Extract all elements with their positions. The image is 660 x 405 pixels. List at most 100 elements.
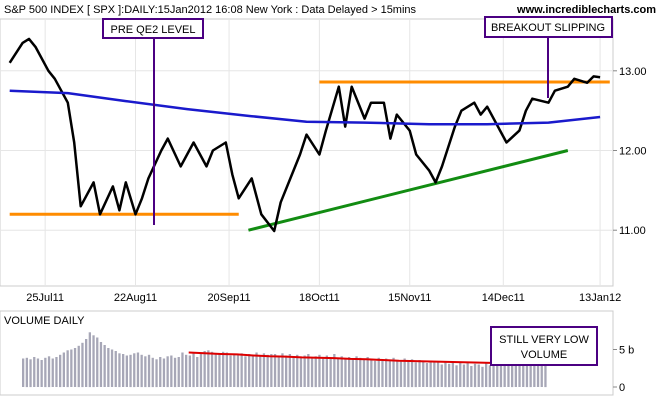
volume-bar [410, 359, 414, 388]
volume-bar [151, 357, 154, 388]
volume-bar [355, 356, 358, 388]
volume-bar [103, 345, 106, 387]
volume-bar [281, 353, 284, 388]
volume-bar [92, 335, 95, 388]
volume-bar [218, 353, 221, 388]
volume-bar [107, 348, 110, 387]
volume-bar [544, 360, 547, 388]
volume-bar [222, 351, 225, 388]
price-x-tick-label: 14Dec11 [482, 292, 525, 304]
volume-bar [255, 352, 258, 387]
volume-bar [322, 357, 325, 387]
price-plot-area [0, 18, 614, 287]
volume-bar [507, 360, 510, 387]
volume-bar [359, 357, 362, 388]
pre-qe2-annotation-label: PRE QE2 LEVEL [111, 24, 196, 36]
volume-bar [522, 360, 525, 387]
volume-bar [440, 364, 443, 387]
volume-bar [459, 363, 462, 387]
volume-bar [114, 351, 117, 387]
volume-bar [244, 356, 247, 388]
volume-bar [199, 352, 203, 387]
volume-bar [399, 361, 403, 387]
volume-annotation-line2: VOLUME [521, 349, 567, 361]
volume-bar [59, 354, 62, 388]
volume-bar [492, 364, 495, 387]
volume-annotation-box [490, 326, 598, 366]
volume-y-tick-label: 5 b [619, 345, 634, 357]
volume-bar [292, 356, 295, 388]
volume-bar [422, 361, 425, 387]
volume-bar [188, 355, 191, 387]
volume-bar [388, 360, 391, 388]
volume-bar [351, 359, 354, 388]
volume-bar [307, 354, 310, 387]
volume-bar [203, 351, 206, 387]
volume-bar [418, 360, 421, 387]
volume-bar [525, 362, 529, 388]
price-y-tick-label: 11.00 [619, 225, 646, 237]
volume-bar [470, 366, 473, 387]
breakout-annotation-box [484, 16, 613, 38]
volume-bar [85, 339, 88, 387]
volume-bar [96, 337, 99, 387]
volume-bar [488, 365, 491, 388]
volume-bar [33, 357, 36, 387]
volume-bar [207, 350, 210, 388]
volume-bar [511, 360, 514, 388]
volume-bar [262, 353, 266, 388]
volume-bar [273, 354, 277, 387]
volume-bar [40, 360, 43, 387]
volume-bar [348, 357, 351, 387]
volume-bar [181, 352, 184, 387]
volume-bar [70, 349, 73, 387]
volume-bar [362, 360, 366, 387]
volume-bar [51, 358, 54, 387]
volume-bar [118, 353, 121, 388]
volume-bar [214, 354, 217, 387]
volume-bar [44, 357, 47, 388]
volume-bar [29, 359, 32, 388]
volume-bar [477, 364, 480, 387]
volume-bar [240, 353, 243, 388]
volume-bar [129, 354, 132, 388]
volume-bar [270, 354, 273, 387]
price-x-axis: 25Jul11 22Aug11 20Sep11 18Oct11 15Nov11 14Dec… [26, 292, 621, 304]
price-y-tick-label: 13.00 [619, 66, 647, 78]
volume-bar [162, 358, 166, 387]
volume-bar [485, 363, 488, 387]
price-y-axis: 11.00 12.00 13.00 [613, 66, 647, 237]
price-x-tick-label: 18Oct11 [299, 292, 340, 304]
volume-bar [170, 355, 173, 387]
price-line [8, 37, 601, 233]
volume-bar [77, 345, 80, 388]
volume-bar [385, 358, 388, 387]
volume-bar [396, 360, 399, 387]
price-y-tick-label: 12.00 [619, 146, 647, 158]
volume-bar [303, 355, 306, 387]
volume-bar [518, 361, 521, 387]
volume-bar [392, 357, 395, 388]
volume-bar [310, 357, 314, 388]
volume-bar [381, 360, 384, 387]
site-url: www.incrediblecharts.com [516, 4, 656, 16]
price-x-tick-label: 15Nov11 [388, 292, 431, 304]
volume-bars [22, 332, 547, 388]
volume-bar [62, 352, 65, 387]
volume-bar [455, 365, 458, 388]
volume-bar [448, 363, 451, 388]
volume-bar [99, 342, 103, 387]
volume-bar [192, 353, 195, 388]
volume-bar [403, 358, 406, 387]
volume-bar [225, 352, 228, 387]
volume-bar [425, 363, 429, 387]
volume-bar [429, 360, 432, 388]
volume-bar [536, 361, 540, 387]
volume-bar [299, 357, 303, 387]
volume-bar [496, 366, 499, 387]
price-series [8, 37, 610, 233]
volume-bar [333, 354, 336, 387]
volume-bar [436, 361, 440, 387]
volume-bar [466, 362, 469, 388]
